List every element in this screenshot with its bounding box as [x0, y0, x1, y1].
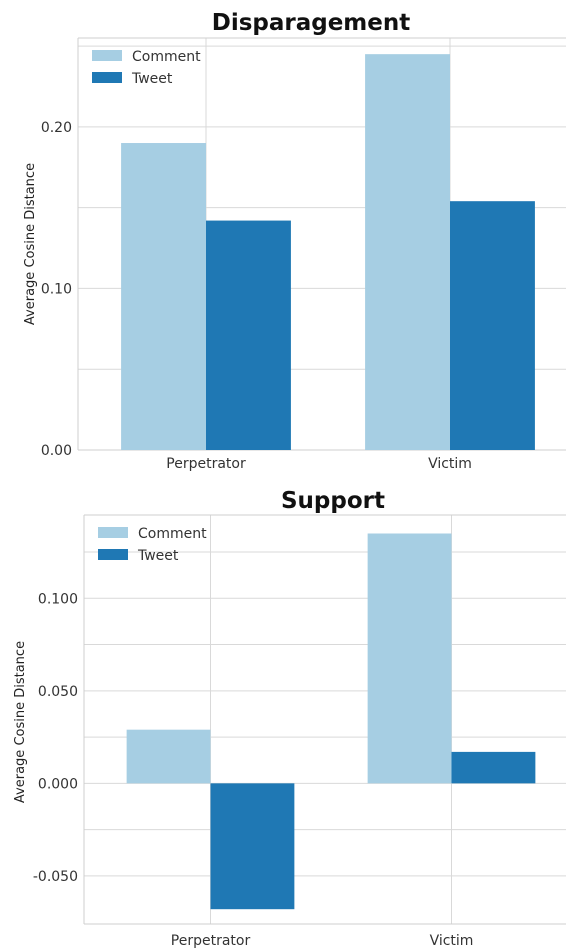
x-tick-label: Perpetrator — [166, 456, 246, 472]
legend-label: Tweet — [131, 71, 173, 87]
legend-swatch — [92, 72, 122, 83]
disparagement-chart: Disparagement Average Cosine Distance 0.… — [23, 10, 566, 472]
y-tick-label: -0.050 — [33, 869, 78, 885]
chart-title: Support — [281, 488, 385, 514]
bar-tweet-victim — [450, 201, 535, 450]
legend-label: Comment — [132, 49, 201, 65]
y-tick-label: 0.000 — [38, 776, 78, 792]
y-tick-label: 0.00 — [41, 443, 72, 459]
bar-tweet-perpetrator — [206, 220, 291, 450]
legend-swatch — [98, 527, 128, 538]
legend-label: Comment — [138, 526, 207, 542]
x-tick-label: Perpetrator — [171, 933, 251, 948]
plot-area: 0.00 0.10 0.20 Perpetrator Victim Comment Twee… — [41, 37, 566, 472]
legend-swatch — [92, 50, 122, 61]
bar-comment-victim — [367, 533, 452, 784]
x-tick-label: Victim — [430, 933, 474, 948]
y-tick-label: 0.100 — [38, 591, 78, 607]
chart-title: Disparagement — [212, 10, 411, 36]
bar-tweet-victim — [451, 751, 536, 784]
plot-area: -0.050 0.000 0.050 0.100 Perpetrator Victim Co… — [33, 514, 566, 948]
bar-comment-victim — [365, 54, 450, 451]
bar-comment-perpetrator — [126, 729, 211, 784]
bar-tweet-perpetrator — [210, 783, 295, 910]
y-tick-label: 0.20 — [41, 120, 72, 136]
legend-label: Tweet — [137, 548, 179, 564]
legend-swatch — [98, 549, 128, 560]
bar-comment-perpetrator — [121, 143, 206, 451]
y-tick-label: 0.10 — [41, 281, 72, 297]
y-tick-label: 0.050 — [38, 684, 78, 700]
y-axis-label: Average Cosine Distance — [13, 641, 28, 803]
support-chart: Support Average Cosine Distance -0.050 0.… — [13, 488, 566, 948]
y-axis-label: Average Cosine Distance — [23, 163, 38, 325]
x-tick-label: Victim — [428, 456, 472, 472]
